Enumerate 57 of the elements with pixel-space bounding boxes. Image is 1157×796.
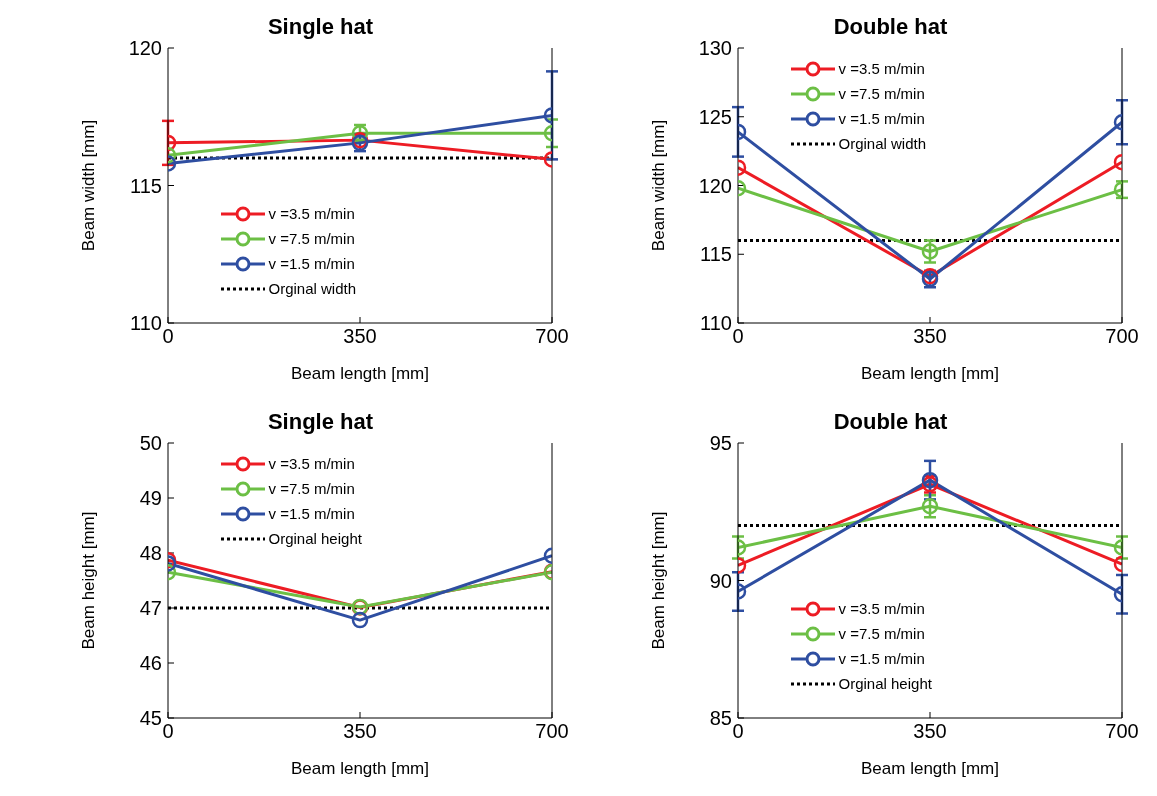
x-axis-title: Beam length [mm]: [861, 364, 999, 383]
x-tick-label: 700: [1105, 720, 1139, 743]
y-tick-label: 115: [700, 243, 732, 266]
y-tick-label: 130: [698, 37, 732, 60]
y-tick-label: 48: [139, 542, 162, 565]
legend-label: v =1.5 m/min: [838, 650, 925, 667]
x-tick-label: 0: [732, 720, 744, 743]
y-tick-label: 120: [698, 174, 732, 197]
legend-label: v =1.5 m/min: [268, 255, 355, 272]
x-tick-label: 0: [162, 720, 174, 743]
chart-title: Double hat: [833, 14, 948, 39]
legend-label: v =1.5 m/min: [838, 110, 925, 127]
legend-label: v =7.5 m/min: [838, 625, 925, 642]
x-tick-label: 350: [913, 325, 947, 348]
y-tick-label: 47: [139, 597, 162, 620]
chart-title: Single hat: [267, 14, 374, 39]
legend-label: Orginal height: [838, 675, 932, 692]
legend-label: v =7.5 m/min: [268, 230, 355, 247]
y-tick-label: 50: [139, 432, 162, 455]
legend-label: Orginal width: [838, 135, 927, 152]
x-tick-label: 350: [913, 720, 947, 743]
y-tick-label: 95: [709, 432, 732, 455]
legend-label: v =7.5 m/min: [838, 85, 925, 102]
legend-label: Orginal height: [268, 530, 362, 547]
x-tick-label: 700: [1105, 325, 1139, 348]
legend-label: v =3.5 m/min: [838, 600, 925, 617]
x-axis-title: Beam length [mm]: [291, 759, 429, 778]
y-axis-title: Beam height [mm]: [79, 511, 99, 650]
y-tick-label: 120: [128, 37, 162, 60]
chart-title: Single hat: [267, 409, 374, 434]
x-tick-label: 350: [343, 720, 377, 743]
chart-title: Double hat: [833, 409, 948, 434]
legend-label: v =3.5 m/min: [838, 60, 925, 77]
y-tick-label: 46: [139, 652, 162, 675]
y-tick-label: 85: [709, 707, 732, 730]
x-tick-label: 350: [343, 325, 377, 348]
x-tick-label: 0: [162, 325, 174, 348]
y-axis-title: Beam width [mm]: [649, 119, 669, 252]
x-tick-label: 700: [535, 325, 569, 348]
y-tick-label: 110: [700, 312, 732, 335]
legend-label: v =3.5 m/min: [268, 455, 355, 472]
y-tick-label: 45: [139, 707, 162, 730]
x-axis-title: Beam length [mm]: [861, 759, 999, 778]
y-tick-label: 49: [139, 487, 162, 510]
y-tick-label: 125: [698, 105, 732, 128]
y-tick-label: 90: [709, 569, 732, 592]
legend-label: Orginal width: [268, 280, 357, 297]
y-tick-label: 115: [130, 174, 162, 197]
legend-label: v =1.5 m/min: [268, 505, 355, 522]
legend-label: v =7.5 m/min: [268, 480, 355, 497]
x-tick-label: 0: [732, 325, 744, 348]
legend-label: v =3.5 m/min: [268, 205, 355, 222]
y-axis-title: Beam height [mm]: [649, 511, 669, 650]
x-tick-label: 700: [535, 720, 569, 743]
y-tick-label: 110: [130, 312, 162, 335]
x-axis-title: Beam length [mm]: [291, 364, 429, 383]
y-axis-title: Beam width [mm]: [79, 119, 99, 252]
